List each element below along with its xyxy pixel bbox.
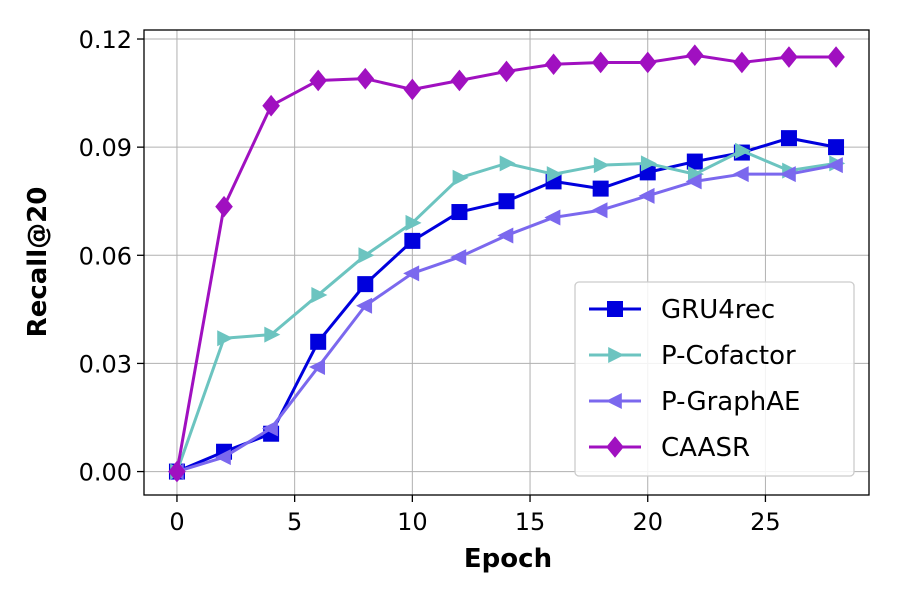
legend-item-p-cofactor: P-Cofactor [589, 341, 796, 371]
legend-marker [607, 301, 623, 317]
p-cofactor-point [640, 155, 657, 172]
caasr-point [638, 51, 657, 74]
legend-item-caasr: CAASR [589, 433, 750, 463]
legend-item-p-graphae: P-GraphAE [589, 387, 800, 417]
caasr-point [686, 44, 704, 67]
x-tick-label: 5 [287, 508, 302, 536]
gru4rec-point [686, 153, 703, 170]
p-graphae-point [544, 209, 561, 226]
legend-marker [605, 393, 622, 409]
p-cofactor-point [546, 166, 563, 183]
y-axis-title: Recall@20 [23, 187, 53, 338]
y-tick-label: 0.12 [79, 26, 132, 54]
p-graphae-point [685, 173, 702, 190]
legend-box [574, 281, 855, 477]
p-graphae-point [497, 227, 514, 244]
p-graphae-point [779, 166, 796, 183]
caasr-point [356, 67, 375, 90]
caasr-point [215, 195, 233, 218]
legend-label: CAASR [661, 433, 750, 463]
series-layer [167, 44, 846, 483]
caasr-point [168, 460, 186, 483]
p-cofactor-point [217, 330, 234, 347]
legend-label: P-GraphAE [661, 387, 800, 417]
caasr-point [544, 53, 563, 76]
y-tick-label: 0.00 [79, 459, 132, 487]
x-tick-label: 20 [632, 508, 663, 536]
p-cofactor-point [499, 155, 516, 172]
caasr-point [450, 69, 469, 92]
x-axis-title: Epoch [464, 544, 552, 574]
gru4rec-point [780, 130, 797, 147]
legend-item-gru4rec: GRU4rec [589, 295, 775, 325]
series-p-graphae [167, 157, 843, 480]
p-cofactor-point [358, 247, 375, 264]
caasr-point [262, 94, 280, 117]
x-tick-label: 25 [750, 508, 781, 536]
p-graphae-point [403, 265, 420, 282]
p-graphae-point [356, 297, 373, 314]
x-tick-label: 0 [169, 508, 184, 536]
series-caasr [168, 44, 845, 483]
caasr-point [827, 46, 845, 68]
y-tick-label: 0.03 [79, 350, 132, 378]
plot-frame [143, 29, 870, 496]
axis-ticks: 0 5 10 15 20 25 0.00 0.03 0.06 0.09 0.12 [79, 26, 781, 536]
gru4rec-point [498, 193, 515, 210]
y-tick-label: 0.06 [79, 242, 132, 270]
caasr-point [780, 46, 798, 68]
p-cofactor-point [311, 286, 328, 303]
p-graphae-point [308, 359, 325, 376]
legend-label: P-Cofactor [661, 341, 796, 371]
legend-marker [606, 436, 624, 458]
legend: GRU4rec P-Cofactor P-GraphAE CAASR [574, 281, 855, 477]
gru4rec-point [592, 180, 609, 197]
caasr-point [591, 51, 610, 74]
p-cofactor-point [452, 169, 469, 186]
gru4rec-point [310, 333, 327, 350]
p-cofactor-point [688, 166, 705, 183]
caasr-point [309, 69, 327, 92]
p-graphae-point [261, 420, 278, 437]
p-graphae-point [638, 187, 655, 204]
p-graphae-point [732, 166, 749, 183]
gru4rec-point [404, 232, 421, 249]
p-graphae-point [826, 157, 843, 174]
x-tick-label: 15 [515, 508, 546, 536]
caasr-point [403, 78, 422, 101]
legend-marker [608, 347, 625, 363]
p-cofactor-point [405, 214, 422, 231]
p-cofactor-point [593, 157, 610, 174]
p-cofactor-point [735, 142, 752, 159]
gru4rec-point [828, 139, 845, 156]
y-tick-label: 0.09 [79, 134, 132, 162]
caasr-point [497, 60, 516, 83]
caasr-point [733, 51, 751, 74]
legend-label: GRU4rec [661, 295, 775, 325]
x-tick-label: 10 [397, 508, 428, 536]
p-cofactor-point [264, 326, 281, 343]
gru4rec-point [357, 276, 374, 293]
gru4rec-point [451, 204, 468, 221]
p-graphae-point [450, 249, 467, 266]
p-graphae-point [591, 202, 608, 219]
p-graphae-point [214, 449, 231, 466]
